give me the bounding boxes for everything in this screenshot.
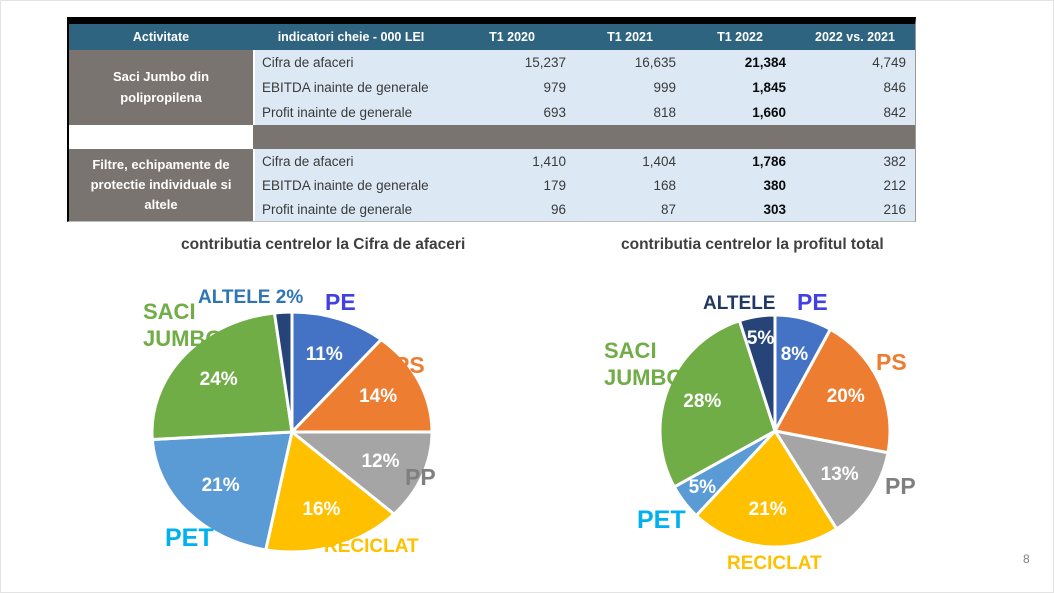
pie1-pct-ps: 14% bbox=[359, 386, 398, 408]
indicator-cell: Profit inainte de generale bbox=[253, 100, 449, 125]
value-cell: 999 bbox=[575, 75, 685, 100]
pie2-pct-saci-jumbo: 28% bbox=[683, 390, 722, 412]
indicator-cell: Profit inainte de generale bbox=[253, 197, 449, 221]
pie1-label-saci-jumbo: SACI JUMBO bbox=[143, 299, 223, 351]
pie2-pct-pet: 5% bbox=[688, 476, 717, 498]
pie2-slice-pp bbox=[773, 429, 890, 531]
pie1-slice-saci-jumbo bbox=[150, 311, 294, 442]
pie1-label-ps: PS bbox=[394, 352, 425, 378]
pie2-label-pp: PP bbox=[885, 473, 916, 499]
pie2-slice-saci-jumbo bbox=[658, 319, 777, 489]
indicator-cell: EBITDA inainte de generale bbox=[253, 173, 449, 197]
value-cell: 846 bbox=[795, 75, 915, 100]
pie1-title: contributia centrelor la Cifra de afacer… bbox=[181, 236, 466, 253]
value-cell: 216 bbox=[795, 197, 915, 221]
col-header-t1-2021: T1 2021 bbox=[575, 24, 685, 50]
pie2-pct-pp: 13% bbox=[820, 464, 859, 486]
value-cell: 303 bbox=[685, 197, 795, 221]
value-cell: 96 bbox=[449, 197, 575, 221]
col-header-activitate: Activitate bbox=[69, 24, 253, 50]
pie2-chart: 8% 20% 13% 21% 5% 28% 5% bbox=[658, 313, 892, 549]
value-cell: 1,410 bbox=[449, 149, 575, 173]
value-cell: 1,660 bbox=[685, 100, 795, 125]
pie1-pct-saci-jumbo: 24% bbox=[199, 368, 238, 390]
pie2-label-altele: ALTELE bbox=[703, 293, 776, 314]
pie2-title: contributia centrelor la profitul total bbox=[621, 236, 884, 253]
pie2-pct-reciclat: 21% bbox=[748, 498, 787, 520]
pie2-label-reciclat: RECICLAT bbox=[727, 553, 822, 574]
kpi-table: Activitate indicatori cheie - 000 LEI T1… bbox=[67, 17, 916, 222]
pie2-slice-altele bbox=[737, 313, 777, 433]
pie2-slice-ps bbox=[773, 327, 892, 455]
pie1-slice-ps bbox=[290, 338, 434, 434]
value-cell: 16,635 bbox=[575, 50, 685, 75]
page-number: 8 bbox=[1023, 552, 1030, 566]
pie1-label-altele: ALTELE 2% bbox=[198, 287, 304, 308]
pie1-label-pp: PP bbox=[405, 464, 436, 490]
separator-cell-left bbox=[69, 125, 253, 149]
pie2-pct-pe: 8% bbox=[780, 343, 809, 365]
pie1-label-pe: PE bbox=[325, 289, 356, 315]
separator-band bbox=[253, 125, 915, 149]
value-cell: 380 bbox=[685, 173, 795, 197]
pie2-pct-ps: 20% bbox=[826, 386, 865, 408]
value-cell: 15,237 bbox=[449, 50, 575, 75]
pie1-svg bbox=[150, 310, 434, 554]
value-cell: 842 bbox=[795, 100, 915, 125]
pie1-pct-pet: 21% bbox=[201, 474, 240, 496]
activity-cell-filtre: Filtre, echipamente de protectie individ… bbox=[69, 149, 253, 221]
value-cell: 21,384 bbox=[685, 50, 795, 75]
pie1-pct-pp: 12% bbox=[361, 451, 400, 473]
pie2-label-pe: PE bbox=[797, 289, 828, 315]
pie2-label-pet: PET bbox=[637, 506, 686, 534]
pie1-chart: 11% 14% 12% 16% 21% 24% bbox=[150, 310, 434, 554]
value-cell: 179 bbox=[449, 173, 575, 197]
col-header-2022-vs-2021: 2022 vs. 2021 bbox=[795, 24, 915, 50]
pie1-slice-pp bbox=[290, 430, 434, 516]
value-cell: 818 bbox=[575, 100, 685, 125]
value-cell: 693 bbox=[449, 100, 575, 125]
pie1-slice-altele bbox=[272, 310, 294, 434]
value-cell: 1,404 bbox=[575, 149, 685, 173]
pie2-label-ps: PS bbox=[876, 349, 907, 375]
pie2-slice-reciclat bbox=[694, 429, 839, 549]
pie2-svg bbox=[658, 313, 892, 549]
value-cell: 1,786 bbox=[685, 149, 795, 173]
pie1-pct-pe: 11% bbox=[305, 344, 343, 366]
value-cell: 979 bbox=[449, 75, 575, 100]
value-cell: 212 bbox=[795, 173, 915, 197]
col-header-t1-2020: T1 2020 bbox=[449, 24, 575, 50]
indicator-cell: Cifra de afaceri bbox=[253, 50, 449, 75]
indicator-cell: Cifra de afaceri bbox=[253, 149, 449, 173]
col-header-indicatori: indicatori cheie - 000 LEI bbox=[253, 24, 449, 50]
col-header-t1-2022: T1 2022 bbox=[685, 24, 795, 50]
value-cell: 1,845 bbox=[685, 75, 795, 100]
pie1-label-reciclat: RECICLAT bbox=[324, 536, 419, 557]
pie2-label-saci-jumbo: SACI JUMBO bbox=[604, 338, 684, 390]
value-cell: 382 bbox=[795, 149, 915, 173]
indicator-cell: EBITDA inainte de generale bbox=[253, 75, 449, 100]
pie1-slice-pe bbox=[290, 310, 383, 434]
pie1-pct-reciclat: 16% bbox=[302, 498, 341, 520]
pie1-slice-reciclat bbox=[264, 430, 396, 554]
pie1-slice-pet bbox=[150, 430, 294, 552]
value-cell: 168 bbox=[575, 173, 685, 197]
value-cell: 87 bbox=[575, 197, 685, 221]
pie2-pct-altele: 5% bbox=[746, 328, 775, 350]
pie1-label-pet: PET bbox=[165, 524, 214, 552]
activity-cell-saci-jumbo: Saci Jumbo din polipropilena bbox=[69, 50, 253, 125]
value-cell: 4,749 bbox=[795, 50, 915, 75]
